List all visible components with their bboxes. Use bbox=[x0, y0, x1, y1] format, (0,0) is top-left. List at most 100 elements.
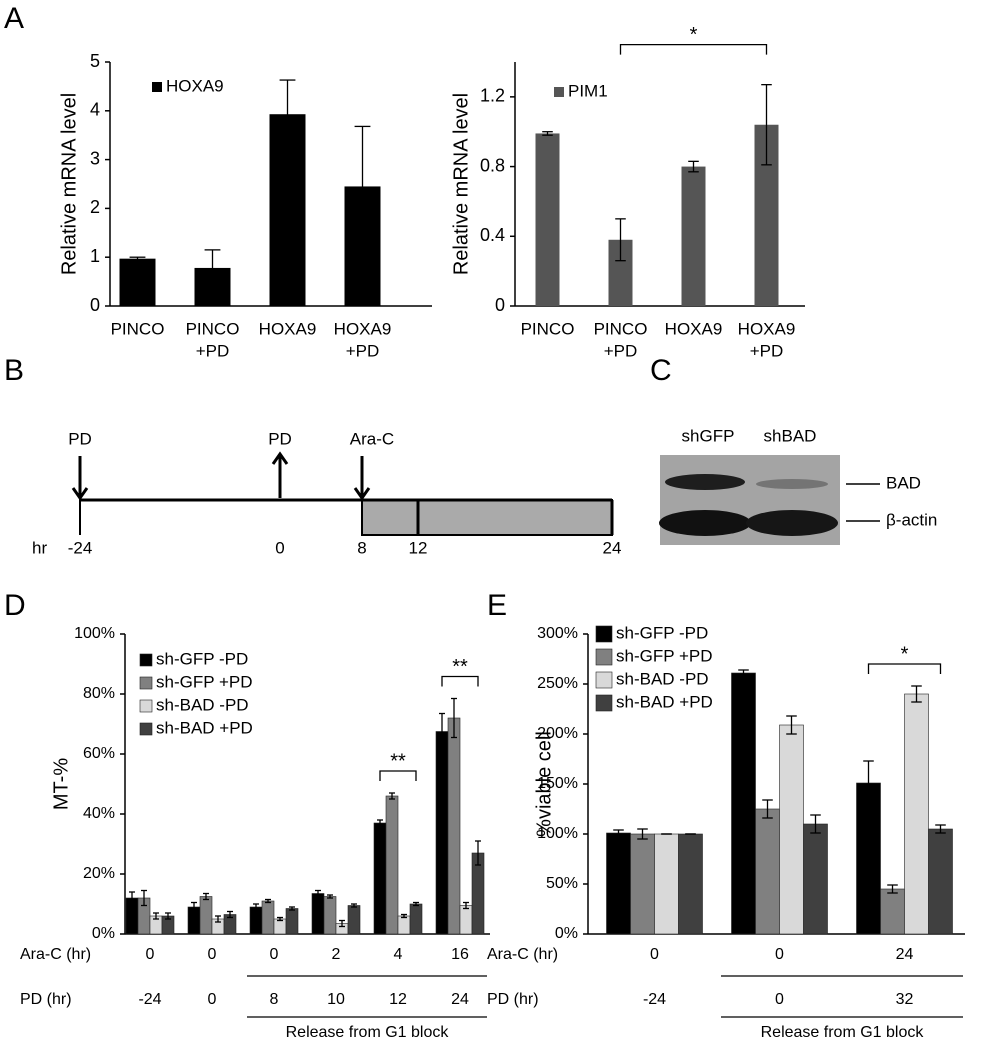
row-value: 2 bbox=[332, 946, 341, 963]
legend-label: sh-BAD -PD bbox=[616, 669, 709, 688]
y-tick-label: 300% bbox=[537, 625, 578, 642]
panel-label: A bbox=[4, 2, 24, 35]
x-tick-label: HOXA9 bbox=[738, 319, 796, 338]
y-tick-label: 100% bbox=[74, 625, 115, 642]
error-bar bbox=[911, 685, 922, 703]
error-bar bbox=[810, 814, 821, 834]
bar bbox=[373, 822, 387, 935]
significance-label: ** bbox=[452, 656, 468, 678]
row-value: 0 bbox=[775, 946, 784, 963]
error-bar bbox=[887, 884, 898, 894]
event-label: Ara-C bbox=[350, 429, 394, 448]
row-label: Ara-C (hr) bbox=[20, 946, 91, 963]
x-tick-label: +PD bbox=[196, 341, 230, 360]
y-tick-label: 250% bbox=[537, 675, 578, 692]
panel-label: D bbox=[4, 589, 26, 622]
row-value: -24 bbox=[138, 991, 161, 1008]
row-value: 24 bbox=[896, 946, 914, 963]
error-bar bbox=[738, 669, 749, 677]
row-value: 0 bbox=[775, 991, 784, 1008]
x-tick-label: PINCO bbox=[111, 319, 165, 338]
x-tick-label: +PD bbox=[346, 341, 380, 360]
significance-label: * bbox=[690, 24, 698, 46]
y-tick-label: 20% bbox=[83, 865, 115, 882]
group-note: Release from G1 block bbox=[286, 1024, 450, 1041]
error-bar bbox=[401, 913, 407, 919]
bar bbox=[447, 717, 461, 935]
bar bbox=[347, 905, 361, 935]
bar bbox=[904, 693, 929, 935]
error-bar bbox=[203, 892, 209, 901]
y-tick-label: 5 bbox=[90, 51, 100, 71]
arrow-head bbox=[271, 451, 289, 465]
legend-label: HOXA9 bbox=[166, 76, 224, 95]
bar bbox=[459, 905, 473, 935]
legend-label: sh-GFP +PD bbox=[156, 672, 253, 691]
row-value: 0 bbox=[270, 946, 279, 963]
event-label: PD bbox=[268, 429, 292, 448]
blot-band bbox=[665, 474, 745, 490]
timeline-tick-label: 24 bbox=[603, 538, 622, 557]
significance-bracket bbox=[867, 663, 942, 674]
x-tick-label: PINCO bbox=[521, 319, 575, 338]
error-bar bbox=[613, 829, 624, 837]
group-note: Release from G1 block bbox=[761, 1024, 925, 1041]
y-tick-label: 60% bbox=[83, 745, 115, 762]
bar bbox=[678, 833, 703, 935]
bar bbox=[856, 782, 881, 935]
bar bbox=[261, 900, 275, 935]
legend-swatch bbox=[139, 676, 153, 690]
legend-swatch bbox=[595, 694, 613, 712]
legend-swatch bbox=[139, 653, 153, 667]
timeline-tick-label: 12 bbox=[409, 538, 428, 557]
significance-label: * bbox=[901, 643, 909, 665]
legend-label: sh-GFP -PD bbox=[616, 623, 708, 642]
legend-label: sh-GFP +PD bbox=[616, 646, 713, 665]
legend-label: sh-BAD -PD bbox=[156, 695, 249, 714]
row-value: 0 bbox=[650, 946, 659, 963]
bar bbox=[654, 833, 679, 935]
error-bar bbox=[165, 912, 171, 920]
x-tick-label: +PD bbox=[604, 341, 638, 360]
blot-band bbox=[746, 510, 838, 536]
error-bar bbox=[354, 125, 371, 248]
bar bbox=[630, 833, 655, 935]
error-bar bbox=[153, 912, 159, 920]
error-bar bbox=[786, 715, 797, 735]
legend-swatch bbox=[595, 625, 613, 643]
band-label: BAD bbox=[886, 473, 921, 492]
timeline-axis-label: hr bbox=[32, 538, 47, 557]
error-bar bbox=[141, 889, 147, 907]
row-value: 0 bbox=[146, 946, 155, 963]
legend-swatch bbox=[595, 671, 613, 689]
y-tick-label: 40% bbox=[83, 805, 115, 822]
y-tick-label: 4 bbox=[90, 100, 100, 120]
y-tick-label: 0.8 bbox=[480, 155, 505, 175]
bar bbox=[755, 808, 780, 935]
error-bar bbox=[351, 903, 357, 908]
error-bar bbox=[863, 760, 874, 806]
error-bar bbox=[129, 891, 135, 905]
x-tick-label: HOXA9 bbox=[334, 319, 392, 338]
row-value: 0 bbox=[208, 946, 217, 963]
y-tick-label: 0% bbox=[92, 925, 115, 942]
bar bbox=[803, 823, 828, 935]
bar bbox=[119, 258, 156, 306]
blot-band bbox=[756, 479, 828, 489]
error-bar bbox=[215, 915, 221, 923]
bar bbox=[606, 832, 631, 935]
row-value: 8 bbox=[270, 991, 279, 1008]
y-axis-title: Relative mRNA level bbox=[58, 93, 80, 275]
lane-label: shBAD bbox=[764, 426, 817, 445]
legend-label: PIM1 bbox=[568, 81, 608, 100]
error-bar bbox=[253, 903, 259, 911]
treatment-period bbox=[361, 499, 613, 536]
error-bar bbox=[227, 910, 233, 919]
error-bar bbox=[935, 824, 946, 834]
error-bar bbox=[762, 799, 773, 819]
y-tick-label: 150% bbox=[537, 775, 578, 792]
event-label: PD bbox=[68, 429, 92, 448]
row-label: Ara-C (hr) bbox=[487, 946, 558, 963]
row-value: 32 bbox=[896, 991, 914, 1008]
legend-swatch bbox=[554, 87, 564, 97]
